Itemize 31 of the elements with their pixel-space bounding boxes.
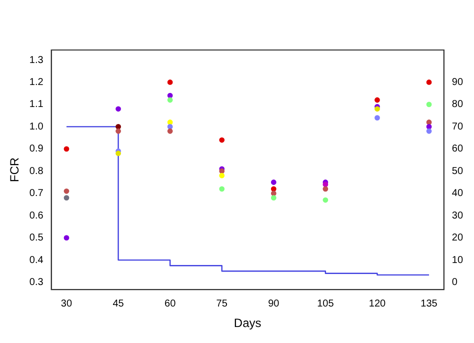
y-tick-label: 0.9 — [29, 144, 44, 155]
y-tick-label: 0.6 — [29, 210, 44, 222]
y-tick-label: 1.2 — [29, 76, 44, 88]
x-tick-label: 30 — [60, 298, 72, 310]
x-tick-label: 60 — [164, 298, 176, 310]
y-tick-label: 0.4 — [29, 254, 44, 266]
y-tick-label: 1.0 — [29, 121, 44, 132]
y2-tick-label: 50 — [452, 166, 464, 177]
x-tick-label: 135 — [420, 298, 438, 310]
x-tick-label: 105 — [317, 298, 334, 310]
x-tick-label: 120 — [368, 298, 386, 310]
y-tick-label: 0.7 — [29, 188, 44, 200]
y-tick-label: 0.5 — [29, 232, 44, 244]
x-tick-label: 45 — [112, 298, 124, 310]
x-tick-label: 90 — [268, 298, 280, 310]
y2-tick-label: 70 — [452, 121, 464, 132]
y2-tick-label: 80 — [452, 99, 464, 110]
y2-tick-label: 10 — [452, 254, 464, 266]
y-tick-label: 0.8 — [29, 166, 44, 177]
y2-tick-label: 90 — [452, 76, 464, 88]
y2-tick-label: 60 — [452, 144, 464, 155]
x-tick-label: 75 — [216, 298, 228, 310]
y-tick-label: 1.3 — [29, 54, 44, 66]
y2-tick-label: 20 — [452, 232, 464, 244]
y-tick-label: 1.1 — [29, 99, 44, 110]
x-axis-title: Days — [234, 316, 262, 330]
y2-tick-label: 30 — [452, 210, 464, 222]
y-axis-title: FCR — [8, 157, 22, 182]
y2-tick-label: 0 — [452, 277, 458, 288]
y2-tick-label: 40 — [452, 188, 464, 200]
y-tick-label: 0.3 — [29, 277, 44, 288]
